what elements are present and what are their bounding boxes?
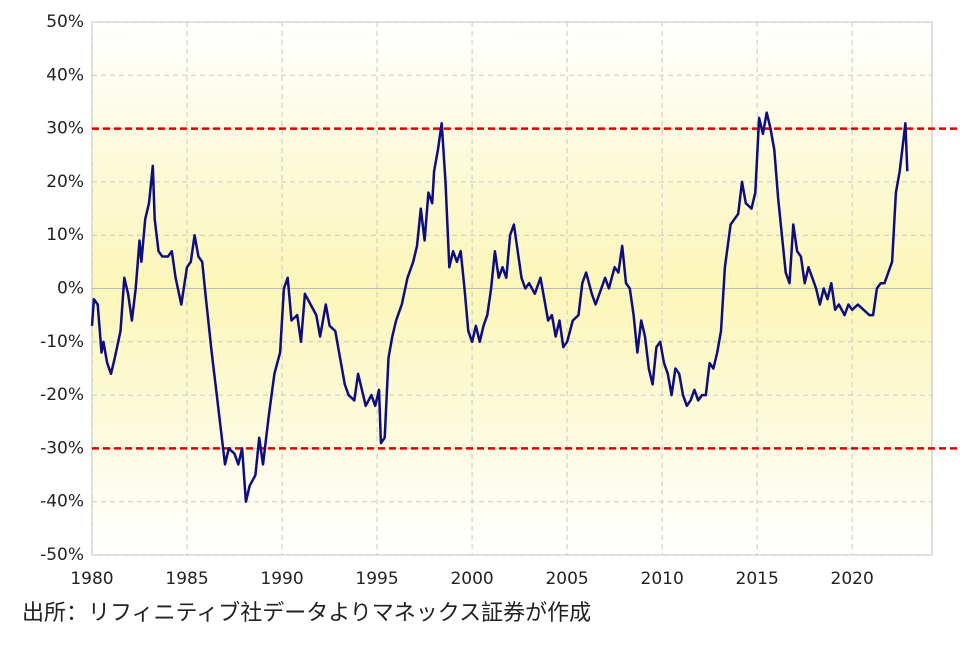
x-tick-label: 1995 xyxy=(355,569,398,589)
x-tick-label: 2020 xyxy=(831,569,874,589)
x-tick-label: 2015 xyxy=(736,569,779,589)
y-tick-label: -40% xyxy=(40,492,84,512)
y-tick-label: 0% xyxy=(57,279,84,299)
x-tick-label: 1985 xyxy=(165,569,208,589)
y-tick-label: 50% xyxy=(46,12,84,32)
x-tick-label: 1980 xyxy=(70,569,113,589)
data-line xyxy=(90,111,909,503)
y-tick-label: -20% xyxy=(40,385,84,405)
x-tick-label: 2010 xyxy=(641,569,684,589)
source-note: 出所：リフィニティブ社データよりマネックス証券が作成 xyxy=(22,601,591,626)
y-tick-label: -50% xyxy=(40,545,84,565)
y-tick-label: 40% xyxy=(46,65,84,85)
y-tick-label: 10% xyxy=(46,225,84,245)
x-tick-label: 2005 xyxy=(545,569,588,589)
y-tick-label: 20% xyxy=(46,172,84,192)
x-tick-label: 2000 xyxy=(450,569,493,589)
y-tick-label: 30% xyxy=(46,119,84,139)
y-tick-label: -10% xyxy=(40,332,84,352)
y-tick-label: -30% xyxy=(40,438,84,458)
x-tick-label: 1990 xyxy=(260,569,303,589)
